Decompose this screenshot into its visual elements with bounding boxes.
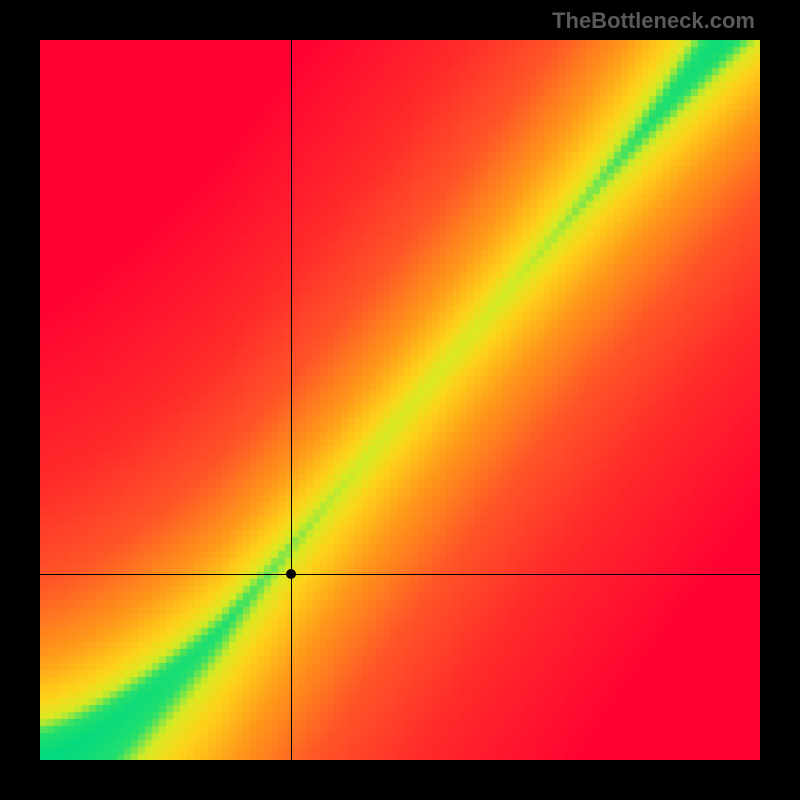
crosshair-horizontal [40, 574, 760, 575]
marker-dot [286, 569, 296, 579]
attribution-text: TheBottleneck.com [552, 8, 755, 34]
heatmap-plot [40, 40, 760, 760]
crosshair-vertical [291, 40, 292, 760]
chart-frame: TheBottleneck.com [0, 0, 800, 800]
heatmap-canvas [40, 40, 760, 760]
